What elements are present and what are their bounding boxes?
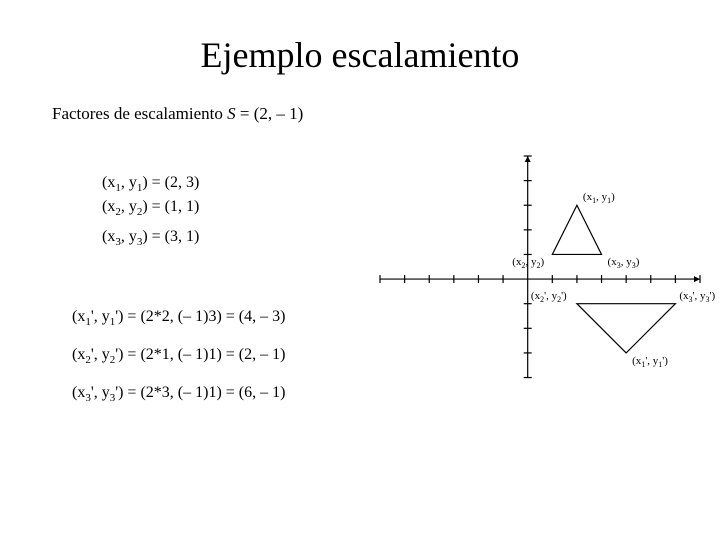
label-x2py2p: (x2', y2') [531,290,567,304]
eq-p1: (x1, y1) = (2, 3) [102,172,199,196]
eq-p2: (x2, y2) = (1, 1) [102,196,199,220]
eq-q2: (x2', y2') = (2*1, (– 1)1) = (2, – 1) [72,344,285,368]
factors-prefix: Factores de escalamiento [52,104,227,123]
eq-q3: (x3', y3') = (2*3, (– 1)1) = (6, – 1) [72,382,285,406]
eq-p3: (x3, y3) = (3, 1) [102,226,199,250]
label-x1y1: (x1, y1) [583,191,615,205]
label-x3y3: (x3, y3) [608,256,640,270]
eq-q1: (x1', y1') = (2*2, (– 1)3) = (4, – 3) [72,306,285,330]
factors-S: S [227,104,236,123]
coordinate-graph: (x1, y1) (x2, y2) (x3, y3) (x1', y1') (x… [370,146,710,406]
label-x3py3p: (x3', y3') [679,290,715,304]
factors-suffix: = (2, – 1) [236,104,304,123]
original-points: (x1, y1) = (2, 3) (x2, y2) = (1, 1) [102,172,199,220]
slide-title: Ejemplo escalamiento [0,34,720,76]
eq-p3-block: (x3, y3) = (3, 1) [102,226,199,250]
label-x1py1p: (x1', y1') [632,355,668,369]
factors-line: Factores de escalamiento S = (2, – 1) [52,104,303,124]
label-x2y2: (x2, y2) [512,256,544,270]
